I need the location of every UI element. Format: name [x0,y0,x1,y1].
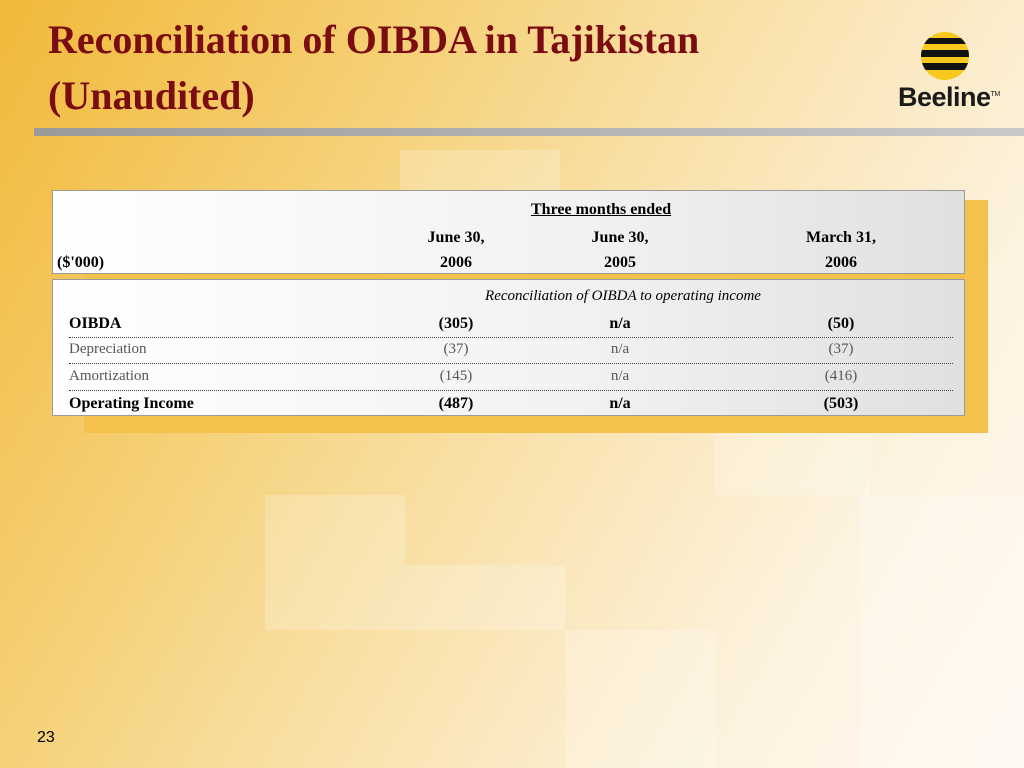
row-value: n/a [610,368,630,384]
row-value: (487) [438,395,474,412]
table-row: OIBDA (305) n/a (50) [69,311,953,338]
col3-line1: March 31, [806,229,876,246]
col1-line1: June 30, [427,229,485,246]
col2-line2: 2005 [604,254,636,271]
row-value: (50) [827,315,855,332]
beeline-logo: BeelineTM [896,30,1006,116]
row-value: (503) [823,395,859,412]
bg-tile [565,630,715,768]
row-value: (145) [439,368,473,384]
title-line-2: (Unaudited) [48,73,255,118]
row-label: OIBDA [69,315,122,332]
row-label: Operating Income [69,395,194,412]
table-row: Amortization (145) n/a (416) [69,364,953,391]
row-label: Amortization [69,368,149,384]
title-line-1: Reconciliation of OIBDA in Tajikistan [48,17,700,62]
period-span-label: Three months ended [531,201,672,218]
table-header: Three months ended June 30, June 30, Mar… [52,190,965,274]
table-row: Depreciation (37) n/a (37) [69,337,953,364]
page-number: 23 [37,729,55,746]
col3-line2: 2006 [825,254,857,271]
row-value: n/a [610,341,630,357]
row-value: n/a [609,315,631,332]
table-subcaption: Reconciliation of OIBDA to operating inc… [485,288,761,304]
slide-title: Reconciliation of OIBDA in Tajikistan (U… [48,12,699,124]
row-value: n/a [609,395,631,412]
row-label: Depreciation [69,341,147,357]
col2-line1: June 30, [591,229,649,246]
table-row: Operating Income (487) n/a (503) [69,391,953,417]
row-value: (305) [438,315,474,332]
row-value: (37) [443,341,469,357]
logo-wordmark: BeelineTM [898,82,1000,112]
col1-line2: 2006 [440,254,472,271]
row-value: (37) [828,341,854,357]
beeline-logo-icon [921,32,969,80]
row-value: (416) [824,368,858,384]
bg-tile [405,565,565,630]
bg-tile [265,495,405,630]
bg-tile [860,495,1024,768]
table-body: Reconciliation of OIBDA to operating inc… [52,279,965,416]
unit-label: ($'000) [57,254,105,271]
title-divider [34,128,1024,136]
